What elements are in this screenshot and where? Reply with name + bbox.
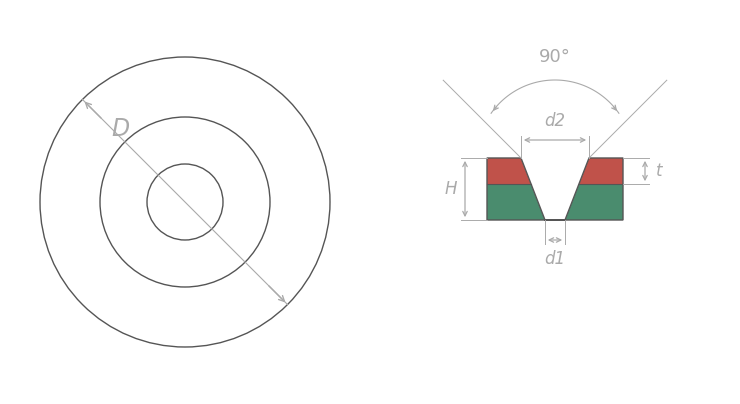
Polygon shape: [487, 158, 531, 184]
Text: 90°: 90°: [539, 48, 571, 66]
Polygon shape: [579, 158, 623, 184]
Text: t: t: [656, 162, 662, 180]
Text: d2: d2: [545, 112, 565, 130]
Text: d1: d1: [545, 250, 565, 268]
Text: H: H: [445, 180, 457, 198]
Text: D: D: [111, 118, 130, 141]
Polygon shape: [521, 158, 589, 220]
Polygon shape: [565, 184, 623, 220]
Polygon shape: [487, 184, 545, 220]
